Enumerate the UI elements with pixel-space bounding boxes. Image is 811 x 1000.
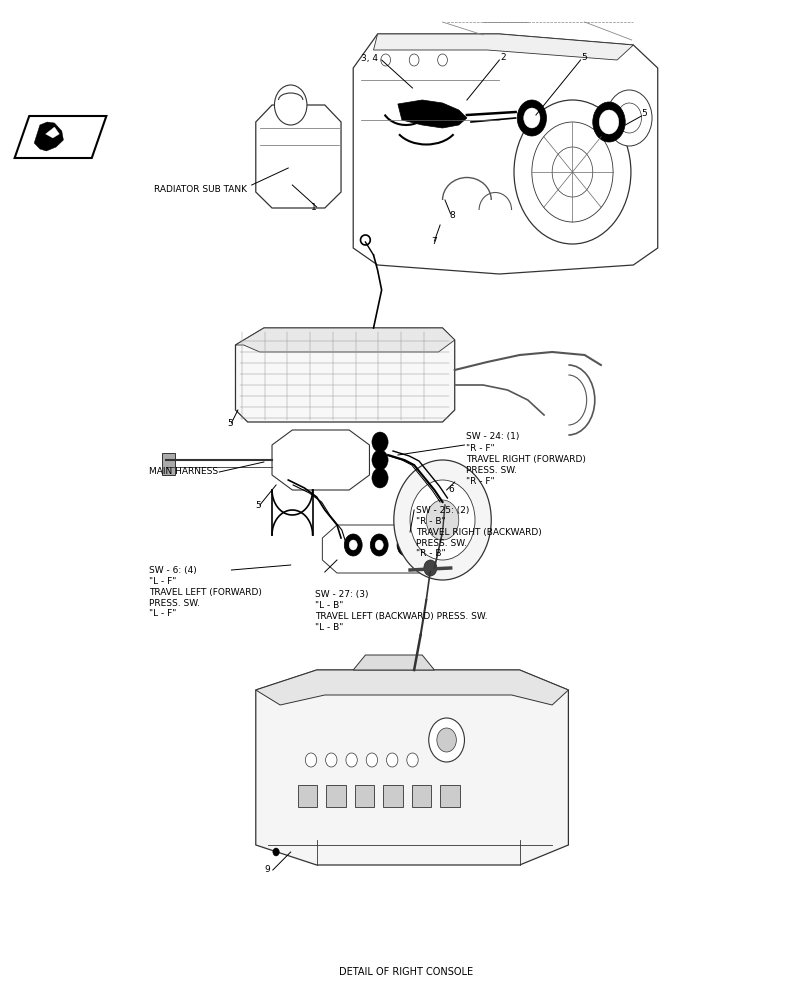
- Text: SW - 27: (3): SW - 27: (3): [315, 590, 368, 599]
- Text: TRAVEL LEFT (FORWARD): TRAVEL LEFT (FORWARD): [148, 587, 261, 596]
- Text: "L - B": "L - B": [315, 601, 343, 610]
- Polygon shape: [45, 127, 59, 138]
- Circle shape: [599, 110, 618, 134]
- Circle shape: [371, 432, 388, 452]
- Bar: [354, 785, 374, 807]
- Circle shape: [349, 540, 357, 550]
- Text: "R - B": "R - B": [415, 516, 444, 526]
- Circle shape: [423, 560, 436, 576]
- Text: "L - F": "L - F": [148, 576, 176, 585]
- Text: "L - B": "L - B": [315, 624, 343, 633]
- Text: SW - 25: (2): SW - 25: (2): [415, 506, 469, 514]
- Polygon shape: [255, 670, 568, 865]
- Polygon shape: [397, 100, 466, 128]
- Circle shape: [366, 753, 377, 767]
- Bar: [411, 785, 431, 807]
- Circle shape: [406, 753, 418, 767]
- Circle shape: [344, 534, 362, 556]
- Text: 5: 5: [255, 500, 261, 510]
- Text: 5: 5: [581, 53, 587, 62]
- Circle shape: [401, 540, 410, 550]
- Text: 1: 1: [311, 202, 317, 212]
- Circle shape: [325, 753, 337, 767]
- Circle shape: [437, 54, 447, 66]
- Polygon shape: [15, 116, 106, 158]
- Polygon shape: [255, 670, 568, 705]
- Circle shape: [274, 85, 307, 125]
- Text: PRESS. SW.: PRESS. SW.: [466, 466, 517, 475]
- Polygon shape: [353, 655, 434, 670]
- Circle shape: [305, 753, 316, 767]
- Circle shape: [531, 122, 612, 222]
- Circle shape: [410, 480, 474, 560]
- Bar: [298, 785, 317, 807]
- Circle shape: [513, 100, 630, 244]
- Circle shape: [616, 103, 641, 133]
- Text: 5: 5: [640, 109, 646, 118]
- Circle shape: [426, 500, 458, 540]
- Text: MAIN HARNESS: MAIN HARNESS: [148, 468, 217, 477]
- Text: 8: 8: [448, 211, 455, 220]
- Polygon shape: [235, 328, 454, 422]
- Bar: [440, 785, 459, 807]
- Text: SW - 24: (1): SW - 24: (1): [466, 432, 519, 442]
- Circle shape: [370, 534, 388, 556]
- Bar: [326, 785, 345, 807]
- Text: TRAVEL RIGHT (FORWARD): TRAVEL RIGHT (FORWARD): [466, 455, 586, 464]
- Text: "R - B": "R - B": [415, 550, 444, 558]
- Text: 6: 6: [448, 486, 454, 494]
- Circle shape: [606, 90, 651, 146]
- Circle shape: [397, 534, 414, 556]
- Polygon shape: [162, 453, 174, 475]
- Circle shape: [345, 753, 357, 767]
- Text: "R - F": "R - F": [466, 444, 494, 453]
- Circle shape: [272, 848, 279, 856]
- Circle shape: [517, 100, 546, 136]
- Text: DETAIL OF RIGHT CONSOLE: DETAIL OF RIGHT CONSOLE: [338, 967, 473, 977]
- Circle shape: [428, 718, 464, 762]
- Text: 3, 4: 3, 4: [361, 53, 377, 62]
- Polygon shape: [34, 122, 63, 151]
- Text: 5: 5: [226, 418, 233, 428]
- Text: TRAVEL LEFT (BACKWARD) PRESS. SW.: TRAVEL LEFT (BACKWARD) PRESS. SW.: [315, 612, 487, 621]
- Circle shape: [551, 147, 592, 197]
- Circle shape: [523, 108, 539, 128]
- Circle shape: [380, 54, 390, 66]
- Circle shape: [386, 753, 397, 767]
- Polygon shape: [255, 105, 341, 208]
- Bar: [383, 785, 402, 807]
- Text: 7: 7: [431, 237, 437, 246]
- Polygon shape: [373, 34, 633, 60]
- Text: SW - 6: (4): SW - 6: (4): [148, 566, 196, 574]
- Circle shape: [371, 450, 388, 470]
- Circle shape: [436, 728, 456, 752]
- Text: RADIATOR SUB TANK: RADIATOR SUB TANK: [154, 186, 247, 194]
- Polygon shape: [235, 328, 454, 352]
- Text: TRAVEL RIGHT (BACKWARD): TRAVEL RIGHT (BACKWARD): [415, 528, 541, 536]
- Text: "L - F": "L - F": [148, 609, 176, 618]
- Circle shape: [393, 460, 491, 580]
- Polygon shape: [353, 34, 657, 274]
- Polygon shape: [272, 430, 369, 490]
- Text: "R - F": "R - F": [466, 477, 494, 486]
- Circle shape: [375, 540, 383, 550]
- Text: PRESS. SW.: PRESS. SW.: [148, 598, 200, 607]
- Circle shape: [409, 54, 418, 66]
- Text: PRESS. SW.: PRESS. SW.: [415, 538, 466, 548]
- Circle shape: [371, 468, 388, 488]
- Text: 2: 2: [500, 53, 505, 62]
- Text: 9: 9: [264, 865, 270, 874]
- Circle shape: [592, 102, 624, 142]
- Polygon shape: [322, 525, 436, 573]
